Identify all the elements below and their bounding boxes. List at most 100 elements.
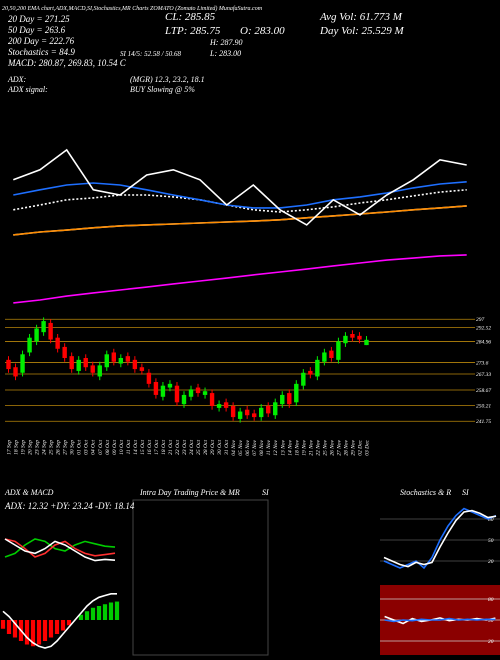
x-tick-label: 25 Oct <box>196 440 202 455</box>
y-tick-label: 80 <box>488 597 494 603</box>
histogram-bar <box>96 606 102 620</box>
info-text: (MGR) 12.3, 23.2, 18.1 <box>130 75 205 84</box>
info-text: ADX: <box>7 75 27 84</box>
histogram-bar <box>24 620 30 645</box>
info-text: ADX: 12.32 +DY: 23.24 -DY: 18.14 <box>4 501 135 511</box>
histogram-bar <box>30 620 36 647</box>
candle-body <box>329 350 334 358</box>
candle-body <box>287 393 292 405</box>
candle-body <box>146 372 152 384</box>
x-tick-label: 22 Nov <box>315 439 321 455</box>
x-tick-label: 01 Oct <box>77 440 83 455</box>
y-tick-label: 250.21 <box>476 404 491 410</box>
x-tick-label: 28 Oct <box>203 440 209 455</box>
info-text: LTP: 285.75 <box>164 25 221 37</box>
candle-body <box>308 370 313 375</box>
candle-body <box>280 394 285 405</box>
x-tick-label: 04 Nov <box>230 439 237 455</box>
info-text: SI 14/5: 52.58 / 50.68 <box>120 50 182 58</box>
x-tick-label: 22 Oct <box>175 440 181 455</box>
info-text: Intra Day Trading Price & MR <box>139 488 240 497</box>
x-tick-label: 10 Oct <box>119 440 125 455</box>
x-tick-label: 04 Oct <box>90 440 97 455</box>
x-tick-label: 24 Sep <box>41 440 48 455</box>
x-tick-label: 06 Nov <box>245 439 251 455</box>
intraday-box <box>132 499 269 656</box>
candle-body <box>364 339 369 346</box>
x-tick-label: 26 Sep <box>56 440 62 455</box>
series-line <box>13 205 467 236</box>
candle-body <box>223 402 229 408</box>
x-tick-label: 30 Sep <box>70 440 76 456</box>
candle-body <box>230 406 236 418</box>
x-tick-label: 11 Nov <box>266 439 272 455</box>
y-tick-label: 273.6 <box>476 360 489 366</box>
x-tick-label: 03 Dec <box>364 439 370 455</box>
candle-body <box>13 367 18 377</box>
info-text: BUY Slowing @ 5% <box>130 85 195 94</box>
info-text: 20,50,200 EMA chart,ADX,MACD,SI,Stochast… <box>2 5 263 12</box>
candle-body <box>251 413 257 418</box>
info-text: Stochastics = 84.9 <box>8 47 75 57</box>
x-tick-label: 18 Nov <box>294 439 300 455</box>
histogram-bar <box>84 611 90 620</box>
info-text: ADX & MACD <box>4 488 54 497</box>
x-tick-label: 13 Nov <box>280 439 286 455</box>
candle-body <box>266 406 271 414</box>
series-line <box>4 538 116 562</box>
x-tick-label: 07 Nov <box>252 439 258 455</box>
histogram-bar <box>42 620 48 641</box>
candle-body <box>202 391 208 395</box>
y-tick-label: 297 <box>476 317 485 323</box>
x-tick-label: 12 Nov <box>273 439 279 455</box>
x-tick-label: 18 Sep <box>14 440 20 455</box>
x-tick-label: 03 Oct <box>84 440 90 455</box>
candle-body <box>20 354 25 373</box>
histogram-bar <box>114 601 120 620</box>
series-line <box>4 538 116 558</box>
info-text: O: 283.00 <box>240 25 285 37</box>
x-tick-label: 19 Nov <box>301 439 307 455</box>
info-text: 50 Day = 263.6 <box>8 25 66 35</box>
y-tick-label: 258.67 <box>476 388 491 394</box>
x-tick-label: 29 Oct <box>210 440 216 455</box>
x-tick-label: 02 Dec <box>357 439 363 455</box>
candle-body <box>174 385 180 403</box>
candle-body <box>118 358 124 364</box>
series-line <box>13 189 467 213</box>
candle-body <box>322 352 327 362</box>
x-tick-label: 14 Oct <box>132 440 139 455</box>
histogram-bar <box>66 620 72 626</box>
candle-body <box>315 359 320 377</box>
candle-body <box>111 352 116 362</box>
candle-body <box>27 337 32 353</box>
info-text: 200 Day = 222.76 <box>8 36 75 46</box>
candle-body <box>83 358 88 368</box>
candle-body <box>336 341 341 360</box>
candle-body <box>160 385 166 397</box>
y-tick-label: 284.96 <box>476 338 491 345</box>
candle-body <box>216 404 222 408</box>
x-tick-label: 23 Sep <box>35 440 41 455</box>
y-tick-label: 267.33 <box>476 372 491 378</box>
x-tick-label: 23 Oct <box>182 440 188 455</box>
y-tick-label: 50 <box>488 618 494 624</box>
info-text: Stochastics & R <box>400 488 451 497</box>
candle-body <box>259 407 264 418</box>
series-line <box>2 593 117 649</box>
candle-body <box>153 382 159 395</box>
x-tick-label: 21 Nov <box>308 439 314 455</box>
y-tick-label: 292.52 <box>476 326 491 332</box>
candle-body <box>167 383 173 388</box>
histogram-bar <box>12 620 18 638</box>
x-tick-label: 31 Oct <box>224 440 230 456</box>
series-line <box>383 507 497 570</box>
y-tick-label: 50 <box>488 538 494 544</box>
info-text: CL: 285.85 <box>165 11 216 23</box>
candle-body <box>55 337 60 349</box>
x-tick-label: 08 Nov <box>259 439 265 455</box>
x-tick-label: 11 Oct <box>126 440 132 455</box>
info-text: MACD: 280.87, 269.83, 10.54 C <box>7 58 127 68</box>
candle-body <box>90 365 95 373</box>
